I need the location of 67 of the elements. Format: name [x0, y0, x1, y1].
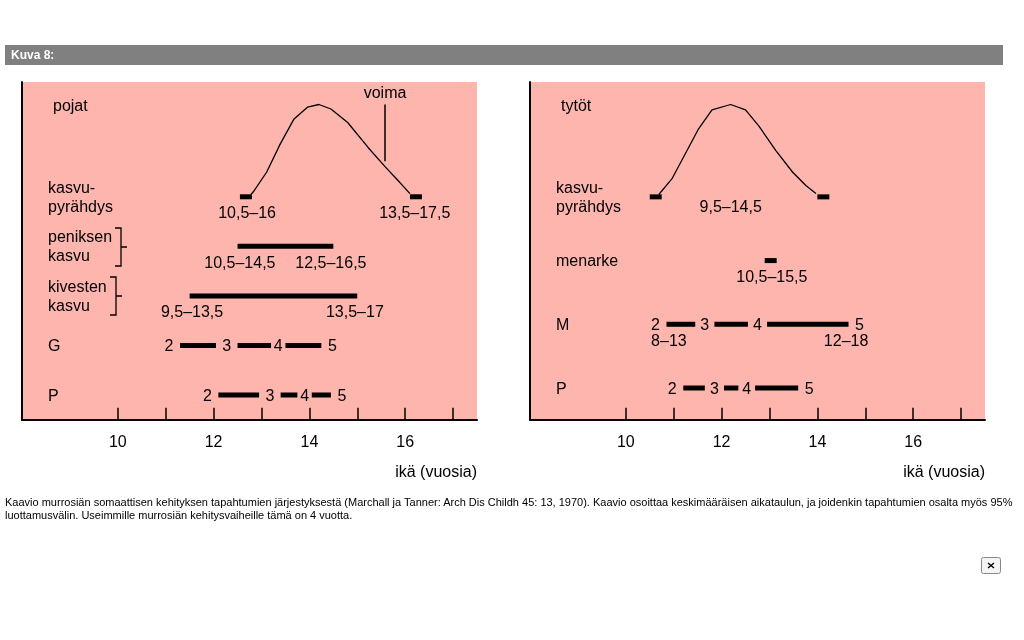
annotation: voima	[363, 84, 407, 101]
annotation: 13,5–17	[325, 303, 384, 321]
text: Kuva 8:	[5, 45, 1003, 65]
bar	[180, 343, 216, 349]
bar	[285, 343, 322, 349]
y-tick-label: M	[556, 315, 570, 333]
annotation: 12,5–16,5	[295, 254, 367, 272]
bar	[755, 385, 799, 391]
x-tick-label: 16	[904, 433, 923, 451]
x-axis-title: ikä (vuosia)	[903, 463, 986, 481]
bar	[666, 321, 696, 327]
y-tick-label: menarke	[556, 252, 619, 270]
bar	[683, 385, 705, 391]
chart-title: tytöt	[561, 96, 592, 114]
x-tick-label: 16	[396, 433, 415, 451]
annotation: 13,5–17,5	[379, 204, 451, 222]
bar	[723, 385, 739, 391]
x-tick-label: 10	[616, 433, 635, 451]
annotation: 8–13	[651, 331, 687, 349]
y-tick-label: G	[48, 337, 61, 355]
annotation: 4	[300, 386, 310, 404]
annotation: 3	[222, 337, 232, 355]
annotation: 10,5–14,5	[204, 254, 276, 272]
annotation: 2	[667, 379, 677, 397]
y-tick-label: kasvu- pyrähdys	[556, 179, 621, 215]
bar	[237, 343, 272, 349]
bar	[280, 392, 298, 398]
x-tick-label: 10	[108, 433, 127, 451]
annotation: 5	[337, 386, 347, 404]
annotation: 5	[327, 337, 337, 355]
annotation: 3	[709, 379, 719, 397]
y-tick-label: kasvu- pyrähdys	[48, 179, 113, 215]
annotation: 12–18	[823, 331, 869, 349]
annotation: 5	[855, 315, 865, 333]
text: Kaavio murrosiän somaattisen kehityksen tapahtumien järjestyksestä (Marchall ja Tanner: Arch Dis Childh 45: 13, 1970). Kaavio osoittaa keskimääräisen aikataulun, ja joidenkin tapahtumien osalta myös 95% luottamusvälin. Useimmille murrosiän kehitysvaiheille tämä on 4 vuotta.	[5, 496, 1014, 522]
annotation: 10,5–16	[218, 204, 277, 222]
x-axis-title: ikä (vuosia)	[395, 463, 478, 481]
x-tick-label: 14	[808, 433, 827, 451]
y-tick-label: peniksen kasvu	[48, 228, 113, 265]
bar	[218, 392, 260, 398]
x-tick-label: 14	[300, 433, 319, 451]
bar	[764, 258, 777, 264]
annotation: 4	[273, 337, 283, 355]
annotation: 5	[804, 379, 814, 397]
annotation: 2	[651, 315, 661, 333]
bar	[817, 194, 830, 200]
annotation: 3	[265, 386, 275, 404]
y-tick-label: P	[48, 386, 59, 404]
bar	[767, 321, 849, 327]
bar	[409, 194, 422, 200]
annotation: 3	[700, 315, 710, 333]
bar	[714, 321, 748, 327]
chart-title: pojat	[53, 96, 89, 114]
bar	[237, 244, 334, 250]
y-tick-label: P	[556, 379, 567, 397]
bar	[311, 392, 331, 398]
x-tick-label: 12	[204, 433, 223, 451]
annotation: 4	[742, 379, 752, 397]
annotation: 4	[753, 315, 763, 333]
annotation: 2	[164, 337, 174, 355]
annotation: 2	[202, 386, 212, 404]
annotation: 9,5–13,5	[160, 303, 224, 321]
annotation: 9,5–14,5	[699, 198, 762, 215]
x-tick-label: 12	[712, 433, 731, 451]
bar	[189, 293, 358, 299]
annotation: 10,5–15,5	[736, 268, 808, 286]
y-tick-label: kivesten kasvu	[48, 278, 107, 315]
